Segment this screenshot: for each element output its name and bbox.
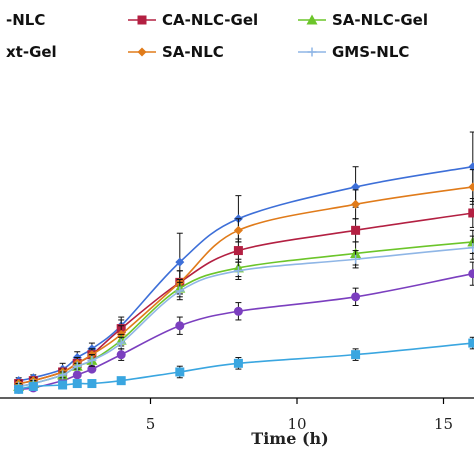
legend-swatch-marker (137, 15, 147, 25)
legend-item: SA-NLC (128, 43, 224, 61)
legend-item: xt-Gel (6, 43, 57, 61)
data-point (233, 266, 243, 276)
data-point (233, 246, 243, 256)
x-axis-title: Time (h) (251, 429, 328, 448)
data-point (87, 355, 97, 365)
data-point (175, 257, 185, 267)
data-point (72, 379, 82, 389)
series-line (18, 342, 474, 391)
legend-label: SA-NLC (162, 43, 224, 61)
series-line (18, 211, 474, 385)
x-tick-label: 10 (287, 415, 306, 433)
data-point (351, 254, 361, 264)
x-tick-label: 5 (146, 415, 156, 433)
legend-item: SA-NLC-Gel (298, 11, 428, 29)
data-point (468, 338, 474, 348)
data-point (351, 292, 361, 302)
data-point (72, 370, 82, 380)
data-point (175, 321, 185, 331)
data-point (116, 350, 126, 360)
x-tick-label: 15 (434, 415, 453, 433)
data-point (468, 162, 474, 172)
data-point (351, 350, 361, 360)
series-layer (13, 131, 474, 394)
data-point (468, 182, 474, 192)
series-3 (14, 169, 474, 389)
data-point (351, 199, 361, 209)
data-point (72, 361, 82, 371)
data-point (351, 182, 361, 192)
series-6 (14, 336, 474, 394)
data-point (175, 286, 185, 296)
series-line (18, 272, 474, 391)
series-2 (14, 198, 474, 389)
data-point (58, 370, 68, 380)
legend-item: CA-NLC-Gel (128, 11, 258, 29)
legend-label: xt-Gel (6, 43, 57, 61)
legend-label: GMS-NLC (332, 43, 409, 61)
legend-swatch-marker (306, 14, 318, 25)
legend-item: -NLC (6, 11, 45, 29)
legend: -NLC CA-NLC-Gel SA-NLC-Gel xt-Gel SA-NLC GMS-… (6, 11, 428, 61)
data-point (175, 367, 185, 377)
data-point (351, 225, 361, 235)
data-point (116, 376, 126, 386)
data-point (468, 208, 474, 218)
series-4 (13, 229, 474, 391)
data-point (233, 358, 243, 368)
legend-item: GMS-NLC (298, 43, 409, 61)
legend-label: SA-NLC-Gel (332, 11, 428, 29)
data-point (87, 364, 97, 374)
series-line (18, 165, 474, 382)
x-axis-ticks: 5 10 15 (146, 398, 453, 433)
series-0 (14, 131, 474, 386)
legend-label: -NLC (6, 11, 45, 29)
series-line (18, 246, 474, 388)
data-point (233, 225, 243, 235)
legend-label: CA-NLC-Gel (162, 11, 258, 29)
series-1 (14, 261, 474, 394)
data-point (28, 381, 38, 391)
data-point (468, 269, 474, 279)
data-point (87, 379, 97, 389)
legend-swatch-marker (137, 47, 147, 57)
data-point (58, 380, 68, 390)
data-point (233, 306, 243, 316)
data-point (116, 338, 126, 348)
data-point (468, 243, 474, 253)
legend-swatch-marker (307, 47, 317, 57)
data-point (14, 384, 24, 394)
series-5 (14, 235, 474, 391)
